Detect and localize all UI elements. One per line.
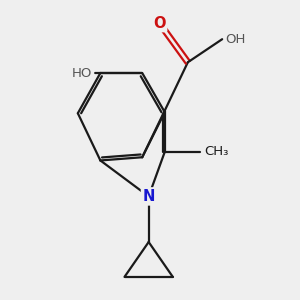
Text: OH: OH — [226, 33, 246, 46]
Text: N: N — [142, 189, 155, 204]
Text: O: O — [153, 16, 166, 31]
Text: HO: HO — [72, 67, 93, 80]
Text: CH₃: CH₃ — [205, 146, 229, 158]
